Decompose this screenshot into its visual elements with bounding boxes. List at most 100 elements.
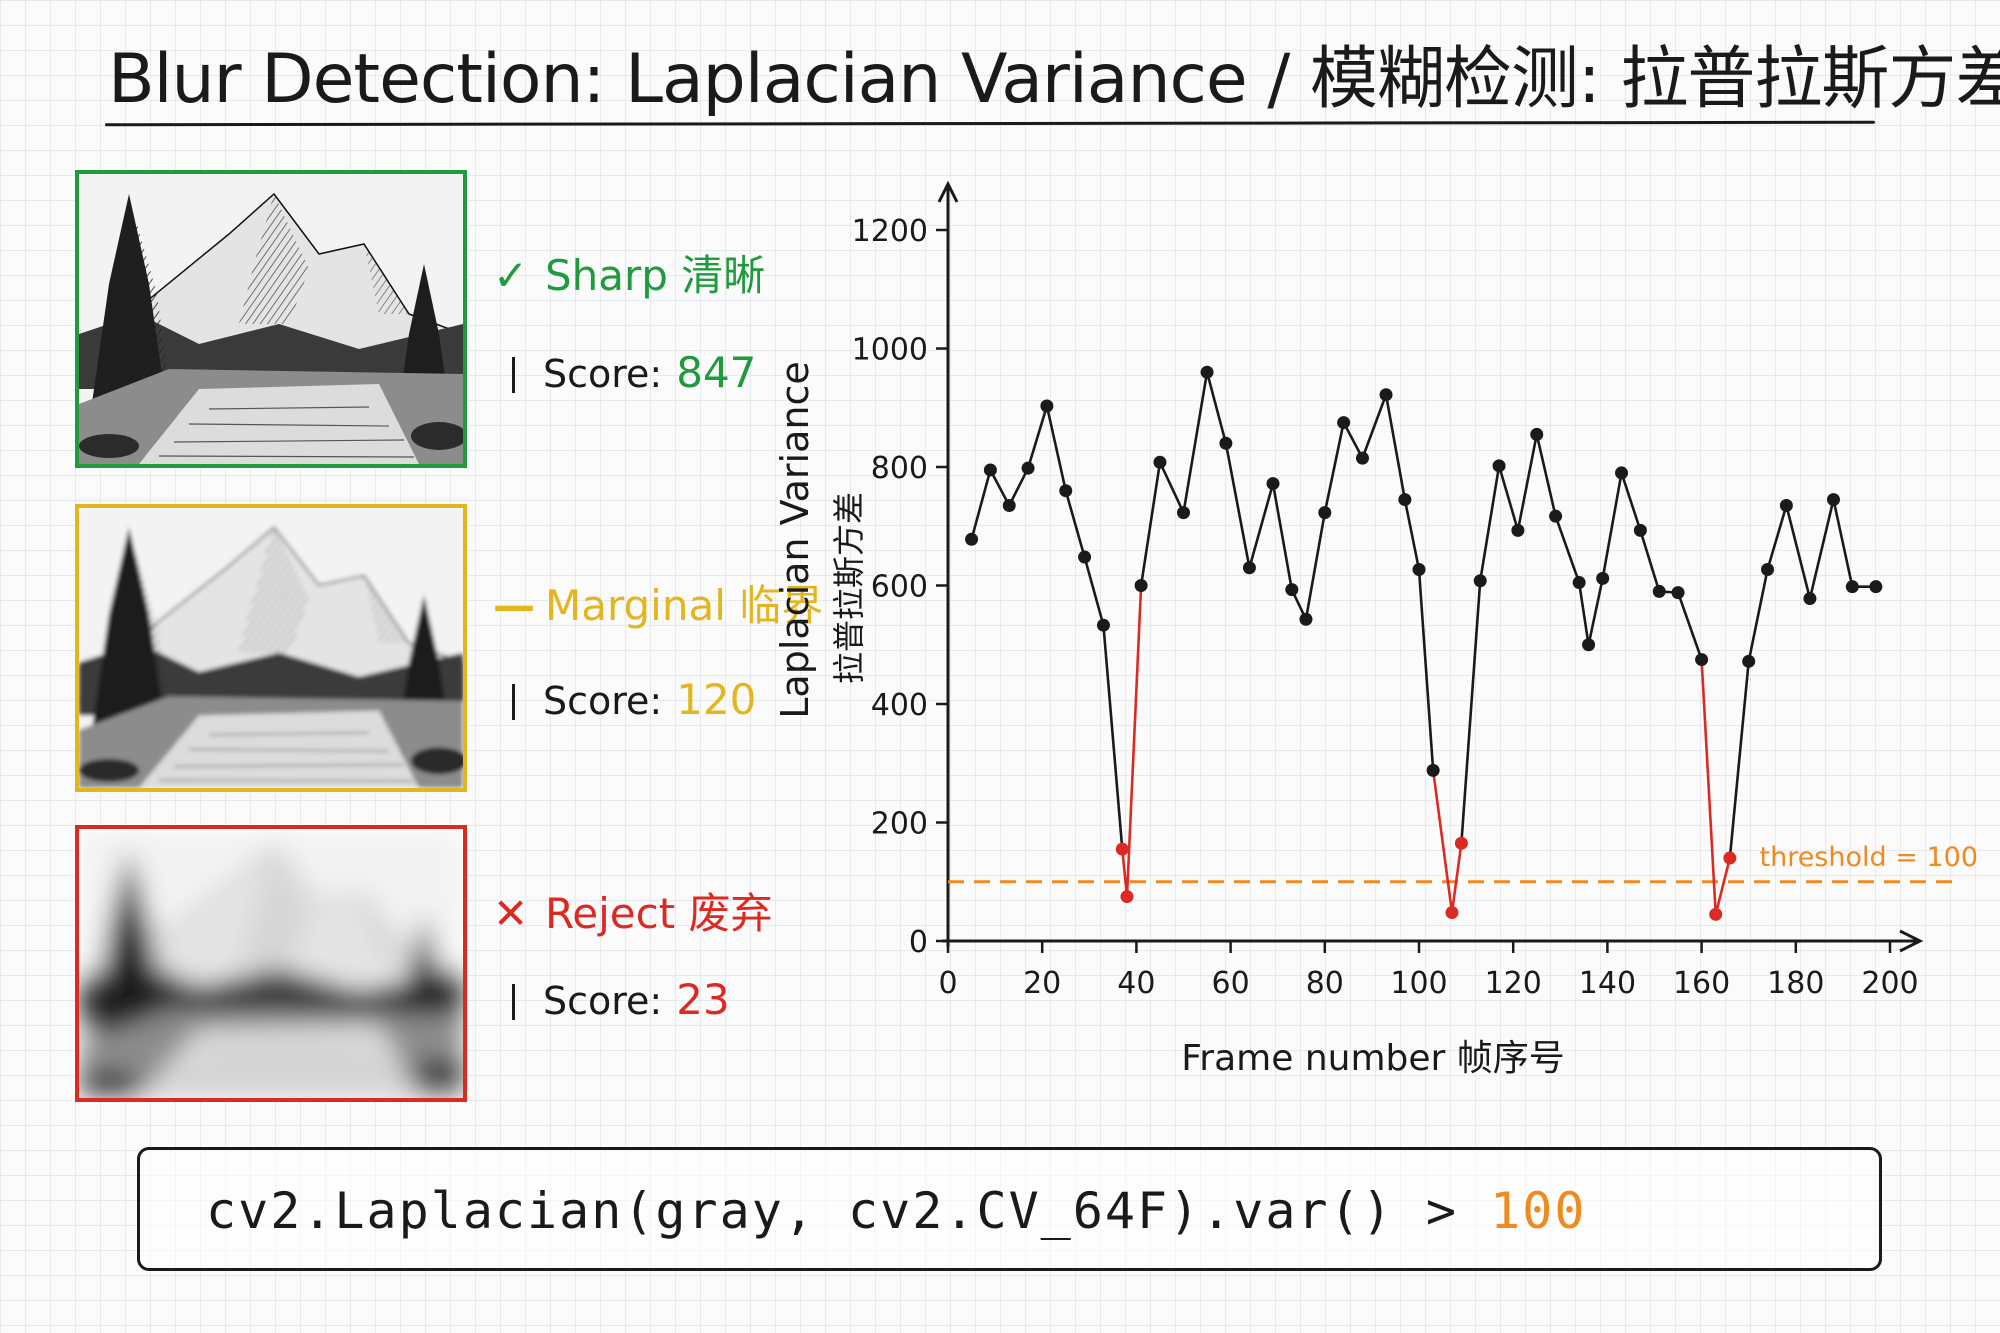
cross-icon: ✕	[493, 889, 529, 938]
series-segment	[1384, 393, 1407, 501]
data-point	[1723, 851, 1737, 865]
series-segment	[1478, 464, 1501, 583]
data-point	[1398, 493, 1412, 507]
data-point	[1549, 509, 1563, 523]
series-segment	[1535, 433, 1557, 518]
y-tick-label: 600	[871, 570, 928, 605]
series-segment	[1064, 489, 1086, 559]
series-segment	[1045, 404, 1068, 493]
series-segment	[1271, 482, 1294, 591]
y-tick-label: 800	[871, 451, 928, 486]
y-axis-arrow	[937, 180, 959, 203]
data-point	[965, 532, 979, 546]
variance-chart: 0 200 400 600 800 1000 1200 0 20 40 60 80 100 120 140 1…	[760, 170, 1980, 1090]
data-point	[1318, 506, 1332, 520]
series-segment	[1323, 421, 1345, 514]
series-segment	[1417, 568, 1435, 772]
x-tick-label: 160	[1673, 966, 1730, 1001]
score-bar	[512, 357, 515, 393]
series-segment	[1304, 511, 1327, 621]
data-point	[1671, 586, 1685, 600]
data-point	[1266, 477, 1280, 491]
data-point	[1355, 451, 1369, 465]
score-label: Score:	[543, 979, 663, 1023]
data-point	[1709, 907, 1723, 921]
data-point	[1299, 612, 1313, 626]
score-value: 120	[676, 675, 757, 724]
data-point	[1078, 550, 1092, 564]
data-point	[1412, 563, 1426, 577]
series-segment	[1700, 658, 1718, 916]
x-tick-label: 20	[1023, 966, 1061, 1001]
page-title: Blur Detection: Laplacian Variance / 模糊检…	[108, 40, 2000, 119]
reject-status: ✕ Reject 废弃	[493, 886, 773, 942]
dash-icon: —	[493, 581, 535, 630]
x-tick-label: 180	[1767, 966, 1824, 1001]
y-tick-label: 1200	[852, 214, 928, 249]
series-segment	[1714, 856, 1732, 916]
data-point	[1652, 584, 1666, 598]
score-label: Score:	[543, 679, 663, 723]
data-point	[1473, 574, 1487, 588]
x-tick-label: 140	[1579, 966, 1636, 1001]
data-point	[1134, 579, 1148, 592]
series-segment	[1007, 466, 1030, 507]
data-point	[1742, 654, 1756, 668]
marginal-example-image	[75, 504, 467, 792]
series-segment	[1676, 591, 1703, 661]
series-segment	[1766, 504, 1788, 571]
data-point	[1096, 618, 1110, 632]
series-segment	[1450, 841, 1463, 914]
data-point	[1200, 365, 1214, 379]
series-segment	[1460, 579, 1482, 845]
sharp-example-image	[75, 170, 467, 468]
data-point	[1426, 763, 1440, 777]
reject-example-image	[75, 825, 467, 1102]
data-point	[1530, 427, 1544, 441]
series-segment	[1620, 471, 1642, 532]
data-point	[1779, 499, 1793, 513]
x-tick-label: 100	[1390, 966, 1447, 1001]
line-chart: 0 200 400 600 800 1000 1200 0 20 40 60 80 100 120 140 1…	[773, 180, 1978, 1079]
series-segment	[1182, 370, 1209, 514]
data-point	[1761, 563, 1775, 577]
marginal-status-label: Marginal 临界	[545, 581, 824, 630]
score-value: 23	[676, 975, 730, 1024]
series-segment	[1601, 471, 1623, 580]
data-point	[1379, 388, 1393, 402]
y-axis-label: Laplacian Variance	[773, 361, 817, 718]
series-segment	[1361, 393, 1388, 460]
data-point	[1695, 653, 1709, 667]
y-axis-label-secondary: 拉普拉斯方差	[830, 492, 868, 684]
data-point	[1582, 638, 1596, 652]
x-axis-label: Frame number 帧序号	[1181, 1038, 1565, 1079]
data-point	[1115, 842, 1129, 856]
sharp-score: Score: 847	[512, 348, 756, 399]
x-tick-label: 120	[1485, 966, 1542, 1001]
data-point	[1040, 399, 1054, 413]
data-point	[1219, 436, 1233, 450]
series-segment	[1832, 498, 1854, 588]
data-point	[1177, 506, 1190, 520]
data-point	[1826, 493, 1840, 507]
series-segment	[1248, 482, 1275, 570]
code-snippet: cv2.Laplacian(gray, cv2.CV_64F).var() > …	[206, 1178, 1586, 1244]
check-icon: ✓	[493, 251, 529, 300]
series-segment	[1554, 514, 1581, 584]
series-segment	[1639, 529, 1661, 593]
score-label: Score:	[543, 352, 663, 396]
series-segment	[1431, 769, 1454, 914]
y-tick-label: 400	[871, 688, 928, 723]
series-segment	[1158, 460, 1185, 514]
x-tick-label: 0	[938, 966, 957, 1001]
data-point	[1454, 836, 1468, 850]
series-segment	[1728, 660, 1751, 860]
data-point	[1803, 592, 1817, 606]
data-point	[1021, 461, 1035, 475]
series-segment	[1516, 433, 1539, 532]
sharp-status: ✓ Sharp 清晰	[493, 248, 765, 304]
data-point	[1337, 416, 1351, 430]
series-segment	[1342, 421, 1364, 460]
data-point	[1002, 499, 1016, 513]
series-segment	[1026, 404, 1049, 470]
